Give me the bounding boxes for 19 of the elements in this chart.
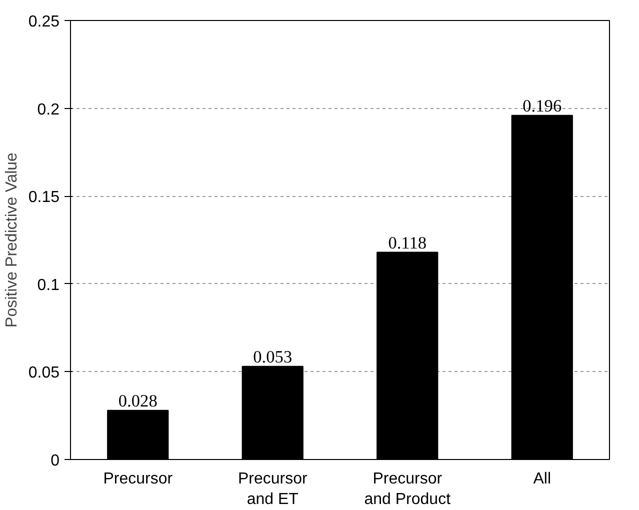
y-tick-label: 0.05 [28, 364, 60, 382]
y-tick-label: 0.25 [28, 14, 60, 30]
x-tick-label: Precursor and ET [238, 470, 308, 508]
x-tick-label: All [533, 470, 552, 488]
x-tick-label: Precursor and Product [364, 470, 452, 508]
y-tick-label: 0.15 [28, 189, 60, 206]
bar [107, 410, 169, 460]
bar [511, 114, 573, 460]
bar [376, 252, 438, 460]
data-label: 0.196 [522, 96, 562, 116]
y-tick-label: 0.1 [37, 276, 60, 294]
data-label: 0.028 [118, 391, 158, 410]
y-axis-title: Positive Predictive Value [3, 152, 20, 328]
y-tick-label: 0 [50, 452, 60, 470]
y-tick-label: 0.2 [37, 101, 60, 118]
x-tick-label: Precursor [103, 470, 174, 488]
data-label: 0.118 [388, 233, 427, 252]
bar [242, 366, 304, 460]
data-label: 0.053 [253, 347, 292, 366]
